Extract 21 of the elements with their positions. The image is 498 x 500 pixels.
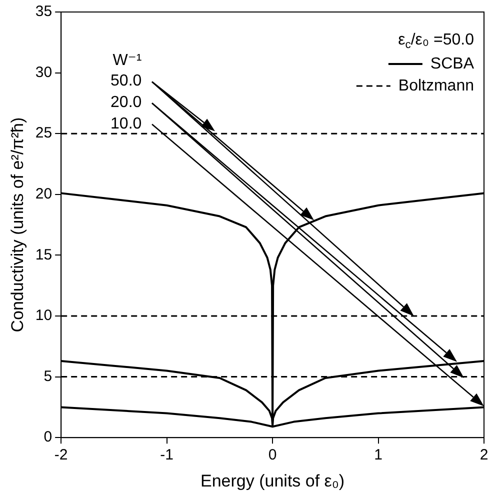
x-axis-title: Energy (units of ε₀)	[200, 471, 345, 490]
x-tick-label: 1	[374, 446, 382, 464]
annotation: 50.0	[110, 72, 142, 90]
y-tick-label: 0	[44, 428, 52, 446]
y-tick-label: 25	[35, 124, 52, 142]
annotation: W⁻¹	[112, 52, 142, 70]
x-tick-label: -2	[54, 446, 68, 464]
annotation: 20.0	[110, 94, 142, 111]
y-tick-label: 5	[44, 368, 52, 385]
legend-label: Boltzmann	[398, 77, 474, 94]
annotation: 10.0	[110, 115, 142, 132]
y-tick-label: 15	[35, 246, 52, 264]
y-tick-label: 10	[35, 307, 52, 324]
y-axis-title: Conductivity (units of e²/π²ħ)	[8, 117, 27, 332]
y-tick-label: 30	[35, 64, 52, 81]
legend-label: SCBA	[430, 55, 474, 72]
y-tick-label: 35	[35, 3, 52, 20]
x-tick-label: -1	[160, 446, 174, 464]
y-tick-label: 20	[35, 186, 52, 203]
x-tick-label: 2	[480, 446, 488, 464]
x-tick-label: 0	[268, 446, 277, 464]
